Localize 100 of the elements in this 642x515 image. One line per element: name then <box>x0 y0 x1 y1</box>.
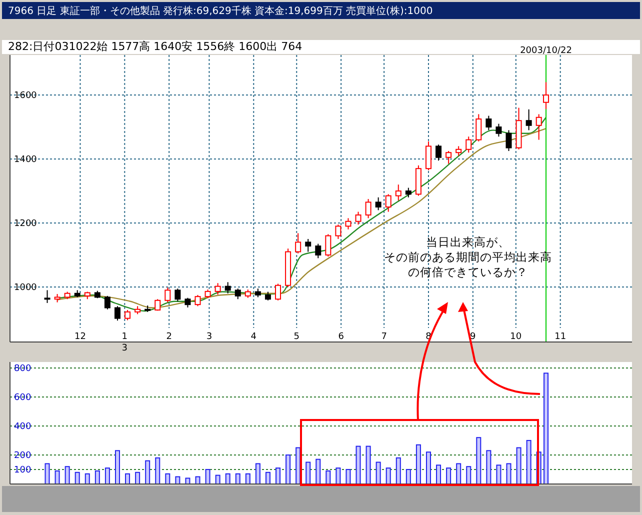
bar <box>54 470 60 484</box>
candlestick <box>275 283 282 301</box>
bar <box>446 468 452 484</box>
bar <box>306 462 311 484</box>
bar <box>265 472 270 484</box>
bar <box>165 473 170 484</box>
candlestick <box>466 136 472 154</box>
bar <box>416 444 421 484</box>
y-tick-label: 1000 <box>14 282 38 293</box>
candlestick <box>385 194 392 212</box>
bar <box>145 460 150 484</box>
bar <box>316 458 321 484</box>
bar <box>336 468 341 484</box>
bar <box>94 470 100 484</box>
bar <box>255 463 260 484</box>
bar <box>396 457 401 484</box>
candlestick <box>104 295 110 310</box>
candlestick <box>446 150 452 164</box>
candlestick <box>234 288 241 300</box>
candlestick <box>436 144 442 162</box>
y-tick-label: 100 <box>14 465 32 476</box>
candlestick <box>543 82 550 110</box>
bar <box>544 372 549 484</box>
bar <box>64 466 70 484</box>
bar <box>346 468 351 484</box>
bar <box>125 473 130 484</box>
candlestick <box>335 224 342 240</box>
x-tick-label: 3 <box>206 332 212 342</box>
bar <box>114 450 120 484</box>
candlestick <box>164 287 171 303</box>
bar <box>286 454 291 484</box>
y-tick-label: 200 <box>14 450 32 461</box>
bar <box>135 472 140 484</box>
bar <box>235 473 240 484</box>
candlestick <box>506 130 512 152</box>
y-tick-label: 1400 <box>14 154 38 165</box>
candlestick <box>345 218 352 230</box>
candlestick <box>405 187 412 198</box>
candlestick <box>486 115 492 131</box>
y-tick-label: 600 <box>14 392 32 403</box>
bar <box>406 468 411 484</box>
chart-title: 7966 日足 東証一部・その他製品 発行株:69,629千株 資本金:19,699百万 売買単位(株):1000 <box>8 5 433 17</box>
bar <box>175 476 180 484</box>
bar <box>205 468 210 484</box>
bar <box>225 473 230 484</box>
x-tick-label: 4 <box>250 332 257 342</box>
candlestick <box>174 288 181 302</box>
annotation: の何倍できているか？ <box>408 265 528 279</box>
bar <box>486 450 492 484</box>
candlestick <box>214 282 221 296</box>
bar <box>276 468 281 484</box>
bar <box>456 463 462 484</box>
bar <box>185 478 190 484</box>
bar <box>476 437 482 484</box>
bar <box>376 462 381 484</box>
candlestick <box>536 114 542 140</box>
text: 282:日付031022始 1577高 1640安 1556終 1600出 764 <box>8 40 302 53</box>
candlestick <box>365 198 372 219</box>
candlestick <box>355 211 362 226</box>
candlestick <box>44 290 50 304</box>
x-tick-label: 12 <box>74 332 86 342</box>
x-tick-label: 10 <box>510 332 522 342</box>
candlestick <box>425 140 432 171</box>
candlestick <box>295 232 302 254</box>
candlestick <box>496 123 502 138</box>
x-tick-label: 2 <box>166 332 172 342</box>
candlestick <box>315 243 322 259</box>
candlestick <box>375 196 382 211</box>
bar <box>104 468 110 484</box>
bar <box>496 464 502 484</box>
x-tick-label: 6 <box>338 332 344 342</box>
x-tick-label: 5 <box>294 332 300 342</box>
y-tick-label: 1600 <box>14 90 38 101</box>
bar <box>356 446 361 484</box>
candlestick <box>305 238 312 252</box>
y-tick-label: 400 <box>14 422 32 432</box>
bar <box>386 468 391 484</box>
candlestick <box>526 108 532 131</box>
candlestick <box>456 146 462 156</box>
x-tick-label: 9 <box>470 332 476 342</box>
y-tick-label: 800 <box>14 364 32 374</box>
bar <box>516 447 522 484</box>
bar <box>466 466 472 484</box>
candlestick <box>224 282 231 294</box>
candlestick <box>184 297 191 308</box>
annotation: 当日出来高が、 <box>426 235 510 249</box>
bar <box>366 446 371 484</box>
y-tick-label: 1200 <box>14 218 38 229</box>
x-tick-label: 7 <box>381 332 387 342</box>
x-tick-label: 1 3 <box>122 332 128 354</box>
bar <box>326 470 331 484</box>
candlestick <box>194 294 201 307</box>
candlestick <box>124 310 131 321</box>
candlestick <box>114 306 120 322</box>
bar <box>245 473 250 484</box>
candlestick <box>476 114 482 142</box>
x-tick-label: 11 <box>554 332 566 342</box>
candlestick <box>325 234 332 258</box>
bar <box>426 452 431 484</box>
bar <box>84 473 90 484</box>
